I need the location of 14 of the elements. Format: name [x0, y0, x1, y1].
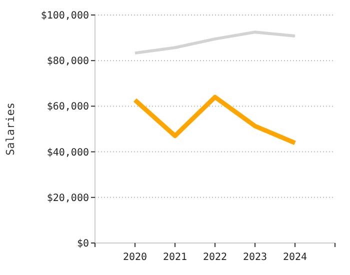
y-tick-label: $20,000 — [46, 192, 89, 204]
y-tick-label: $100,000 — [40, 10, 89, 22]
y-tick-label: $40,000 — [46, 147, 89, 158]
line-series — [134, 30, 296, 55]
x-tick-label: 2024 — [282, 252, 308, 263]
y-tick-label: $0 — [76, 238, 89, 250]
line-series — [132, 94, 298, 146]
x-tick-label: 2020 — [122, 252, 148, 263]
y-tick-label: $80,000 — [46, 56, 89, 68]
y-axis-title: Salaries — [4, 102, 17, 156]
y-tick-label: $60,000 — [46, 102, 89, 113]
x-tick-label: 2023 — [242, 252, 268, 263]
x-tick-label: 2022 — [202, 252, 228, 263]
x-tick-label: 2021 — [162, 252, 188, 263]
